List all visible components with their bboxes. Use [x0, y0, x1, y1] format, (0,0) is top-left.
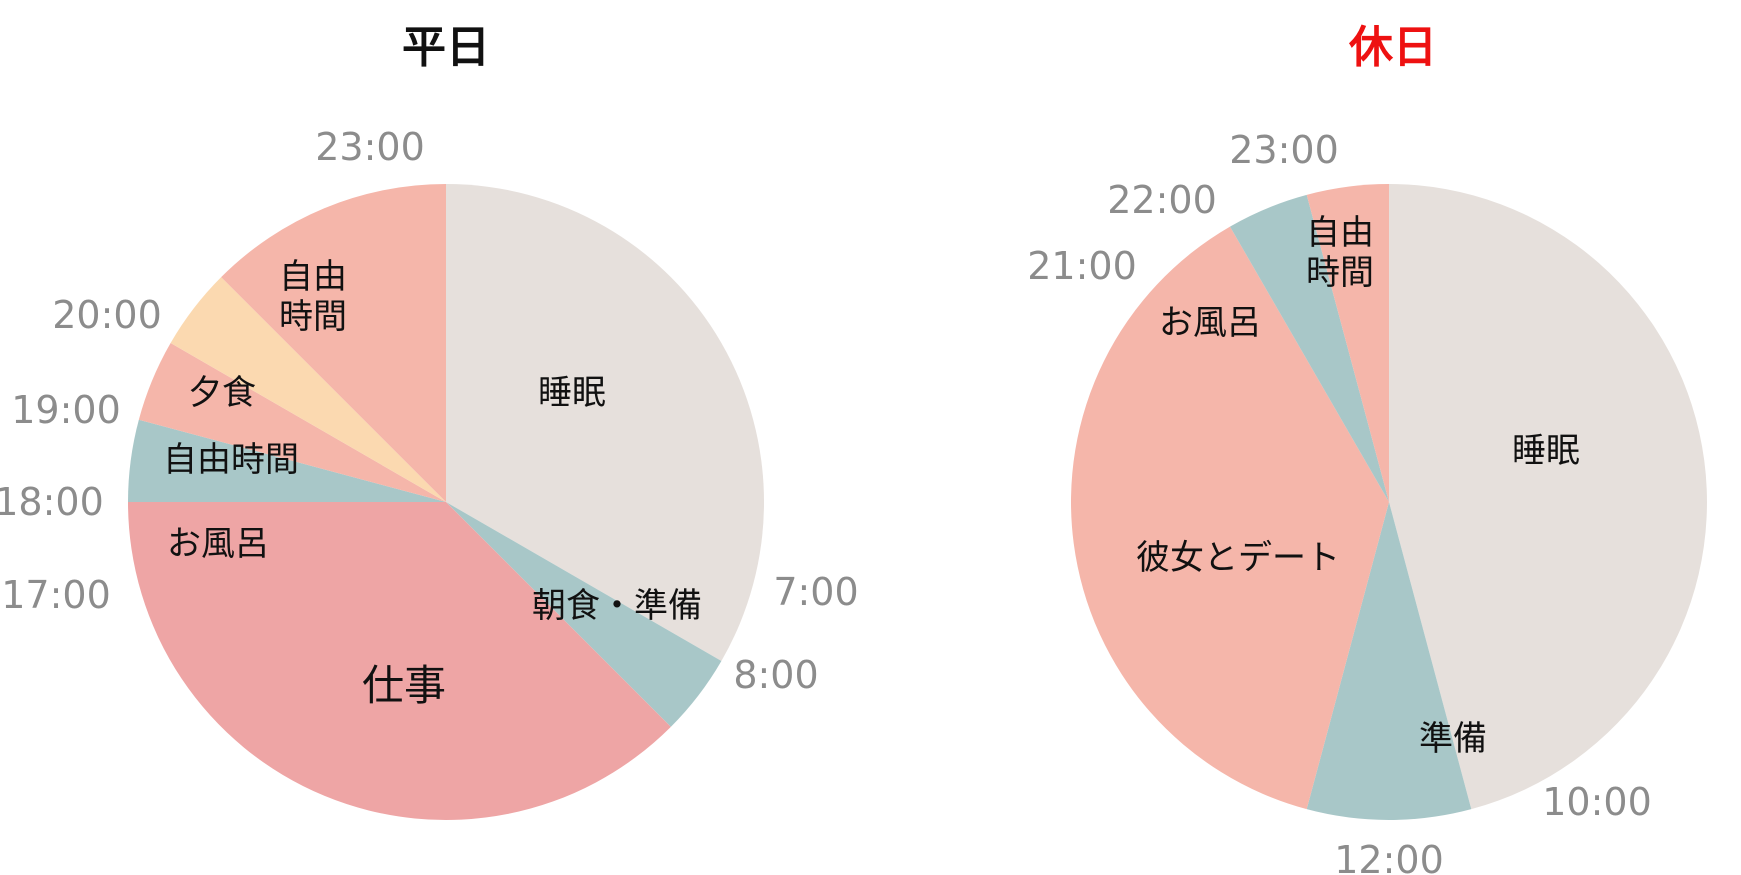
- weekday-pie-chart: 平日 睡眠朝食・準備仕事お風呂自由時間夕食自由時間23:007:008:0017…: [0, 22, 859, 820]
- pie-slice: [170, 277, 446, 502]
- slice-label: 夕食: [188, 373, 256, 413]
- slice-label: 睡眠: [1512, 431, 1580, 471]
- time-label: 12:00: [1334, 838, 1444, 875]
- pie-slice: [1230, 194, 1389, 502]
- pie-slice: [138, 343, 446, 502]
- pie-slice: [1306, 502, 1472, 820]
- pie-slice: [128, 419, 446, 502]
- time-label: 17:00: [1, 573, 111, 617]
- holiday-title: 休日: [1348, 22, 1437, 73]
- time-label: 19:00: [11, 388, 121, 432]
- slice-label: 朝食・準備: [532, 586, 702, 626]
- pie-slice: [1389, 184, 1707, 810]
- time-label: 20:00: [52, 293, 162, 337]
- slice-label: 自由時間: [279, 257, 347, 337]
- slice-label: 自由時間: [1306, 213, 1374, 293]
- pie-slice: [127, 502, 671, 820]
- pie-slice: [1306, 184, 1389, 502]
- pie-slice: [446, 502, 722, 727]
- slice-label: 睡眠: [538, 373, 606, 413]
- time-label: 22:00: [1107, 178, 1217, 222]
- pie-slice: [446, 184, 765, 661]
- slice-label: お風呂: [1159, 303, 1261, 343]
- pie-slice: [1071, 226, 1389, 810]
- slice-label: お風呂: [167, 524, 269, 564]
- time-label: 21:00: [1027, 244, 1137, 288]
- weekday-title: 平日: [402, 22, 490, 73]
- pie-slice: [221, 184, 446, 502]
- time-label: 23:00: [315, 125, 425, 169]
- time-label: 7:00: [773, 570, 858, 614]
- slice-label: 仕事: [362, 661, 446, 710]
- time-label: 23:00: [1229, 128, 1339, 172]
- time-label: 18:00: [0, 480, 104, 524]
- slice-label: 準備: [1419, 719, 1487, 759]
- time-label: 8:00: [733, 653, 818, 697]
- slice-label: 彼女とデート: [1136, 538, 1340, 578]
- slice-label: 自由時間: [163, 440, 299, 480]
- time-label: 10:00: [1542, 780, 1652, 824]
